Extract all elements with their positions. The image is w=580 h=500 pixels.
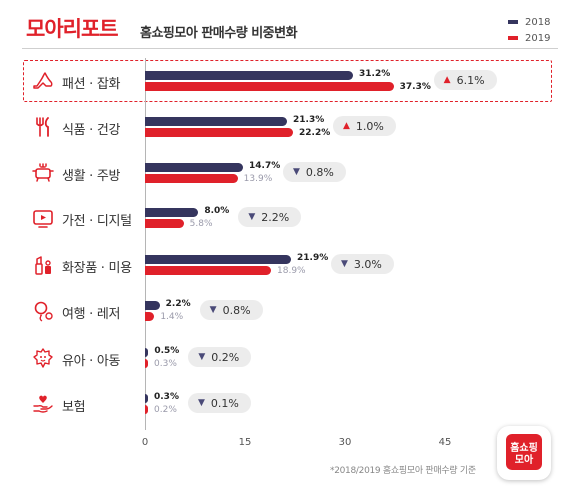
logo-text-line1: 홈쇼핑 bbox=[510, 441, 538, 454]
data-label-2019: 22.2% bbox=[299, 128, 331, 138]
change-badge: ▲ 1.0% bbox=[333, 116, 396, 136]
change-value: 3.0% bbox=[353, 257, 382, 271]
bar-2018 bbox=[145, 301, 160, 310]
bar-2019 bbox=[145, 82, 394, 91]
high-heel-shoe-icon bbox=[33, 72, 53, 89]
bar-2019 bbox=[145, 219, 184, 228]
change-value: 0.8% bbox=[305, 165, 334, 179]
highlight-box bbox=[23, 60, 552, 102]
data-label-2018: 21.3% bbox=[293, 115, 325, 125]
report-brand: 모아리포트 bbox=[26, 17, 119, 41]
y-axis-line bbox=[145, 58, 146, 430]
bar-2018 bbox=[145, 208, 199, 217]
legend-swatch-2018 bbox=[508, 20, 518, 24]
baby-face-icon bbox=[33, 348, 53, 368]
fork-knife-icon bbox=[36, 117, 49, 137]
logo-icon: 홈쇼핑 모아 bbox=[506, 434, 542, 470]
category-label: 패션 · 잡화 bbox=[62, 77, 121, 92]
legend-swatch-2019 bbox=[508, 36, 518, 40]
data-label-2018: 0.3% bbox=[154, 392, 179, 402]
change-badge: ▼ 3.0% bbox=[331, 254, 394, 274]
category-label: 가전 · 디지털 bbox=[62, 214, 132, 229]
triangle-down-icon: ▼ bbox=[198, 352, 206, 362]
app-logo[interactable]: 홈쇼핑 모아 bbox=[497, 426, 551, 480]
bar-2018 bbox=[145, 255, 291, 264]
bar-2018 bbox=[145, 163, 243, 172]
bar-2019 bbox=[145, 359, 148, 368]
change-value: 2.2% bbox=[261, 210, 290, 224]
legend-label-2018: 2018 bbox=[525, 16, 551, 28]
data-label-2019: 37.3% bbox=[399, 82, 431, 92]
change-value: 1.0% bbox=[355, 119, 384, 133]
x-tick-label: 15 bbox=[238, 437, 252, 448]
bar-2019 bbox=[145, 312, 155, 321]
bar-2018 bbox=[145, 394, 148, 403]
category-label: 화장품 · 미용 bbox=[62, 261, 132, 276]
data-label-2019: 18.9% bbox=[277, 266, 306, 276]
cooking-pot-icon bbox=[32, 163, 54, 182]
header-rule bbox=[22, 48, 558, 49]
bar-2019 bbox=[145, 174, 238, 183]
balloon-icon bbox=[34, 301, 53, 322]
triangle-down-icon: ▼ bbox=[341, 259, 348, 269]
triangle-down-icon: ▼ bbox=[248, 212, 256, 222]
triangle-down-icon: ▼ bbox=[209, 305, 217, 315]
change-badge: ▲ 6.1% bbox=[433, 70, 497, 90]
data-label-2018: 8.0% bbox=[204, 206, 230, 216]
bar-2019 bbox=[145, 405, 148, 414]
change-value: 0.1% bbox=[210, 396, 239, 410]
change-badge: ▼ 0.8% bbox=[283, 162, 346, 182]
legend-item-2019: 2019 bbox=[508, 30, 550, 46]
data-label-2018: 14.7% bbox=[249, 161, 281, 171]
data-label-2019: 0.3% bbox=[154, 359, 177, 369]
category-label: 보험 bbox=[62, 400, 86, 415]
change-badge: ▼ 0.8% bbox=[199, 300, 263, 320]
bar-2018 bbox=[145, 348, 149, 357]
change-badge: ▼ 2.2% bbox=[238, 207, 302, 227]
data-label-2019: 0.2% bbox=[154, 405, 177, 415]
bar-2018 bbox=[145, 71, 353, 80]
x-tick-label: 30 bbox=[338, 437, 352, 448]
change-badge: ▼ 0.1% bbox=[188, 393, 251, 413]
change-badge: ▼ 0.2% bbox=[188, 347, 252, 367]
bar-2019 bbox=[145, 128, 293, 137]
triangle-down-icon: ▼ bbox=[198, 398, 205, 408]
footnote: *2018/2019 홈쇼핑모아 판매수량 기준 bbox=[330, 466, 476, 476]
x-tick-label: 0 bbox=[141, 437, 149, 448]
legend-label-2019: 2019 bbox=[525, 32, 551, 44]
data-label-2019: 5.8% bbox=[189, 219, 213, 229]
change-value: 0.2% bbox=[211, 350, 240, 364]
bar-2019 bbox=[145, 266, 271, 275]
tv-play-icon bbox=[33, 210, 53, 228]
report-subtitle: 홈쇼핑모아 판매수량 비중변화 bbox=[140, 26, 298, 41]
chart-legend: 2018 2019 bbox=[508, 14, 550, 46]
legend-item-2018: 2018 bbox=[508, 14, 550, 30]
change-value: 6.1% bbox=[456, 73, 485, 87]
logo-text-line2: 모아 bbox=[515, 453, 534, 466]
data-label-2019: 13.9% bbox=[243, 174, 273, 184]
category-label: 생활 · 주방 bbox=[62, 169, 121, 184]
triangle-up-icon: ▲ bbox=[443, 75, 451, 85]
data-label-2018: 0.5% bbox=[154, 346, 180, 356]
cosmetics-icon bbox=[35, 256, 51, 275]
change-value: 0.8% bbox=[222, 303, 251, 317]
category-label: 여행 · 레저 bbox=[62, 307, 121, 322]
data-label-2018: 2.2% bbox=[165, 299, 191, 309]
data-label-2019: 1.4% bbox=[160, 312, 184, 322]
bar-2018 bbox=[145, 117, 287, 126]
data-label-2018: 21.9% bbox=[297, 253, 329, 263]
x-tick-label: 45 bbox=[438, 437, 452, 448]
triangle-down-icon: ▼ bbox=[293, 167, 300, 177]
data-label-2018: 31.2% bbox=[359, 69, 391, 79]
category-label: 식품 · 건강 bbox=[62, 123, 121, 138]
category-label: 유아 · 아동 bbox=[62, 354, 121, 369]
hand-heart-icon bbox=[33, 395, 53, 413]
triangle-up-icon: ▲ bbox=[343, 121, 350, 131]
